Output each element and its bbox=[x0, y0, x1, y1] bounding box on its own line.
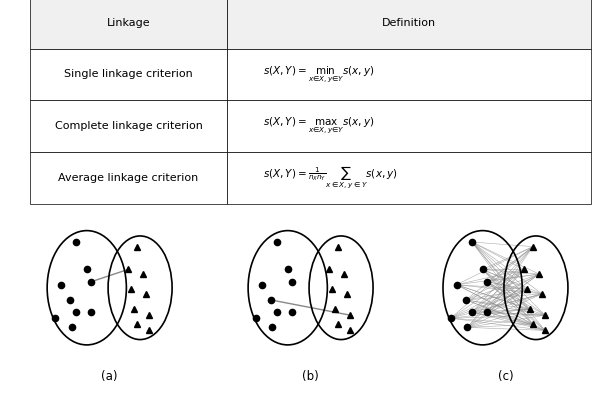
Text: (c): (c) bbox=[498, 370, 513, 383]
Text: (b): (b) bbox=[302, 370, 319, 383]
Text: (a): (a) bbox=[101, 370, 118, 383]
